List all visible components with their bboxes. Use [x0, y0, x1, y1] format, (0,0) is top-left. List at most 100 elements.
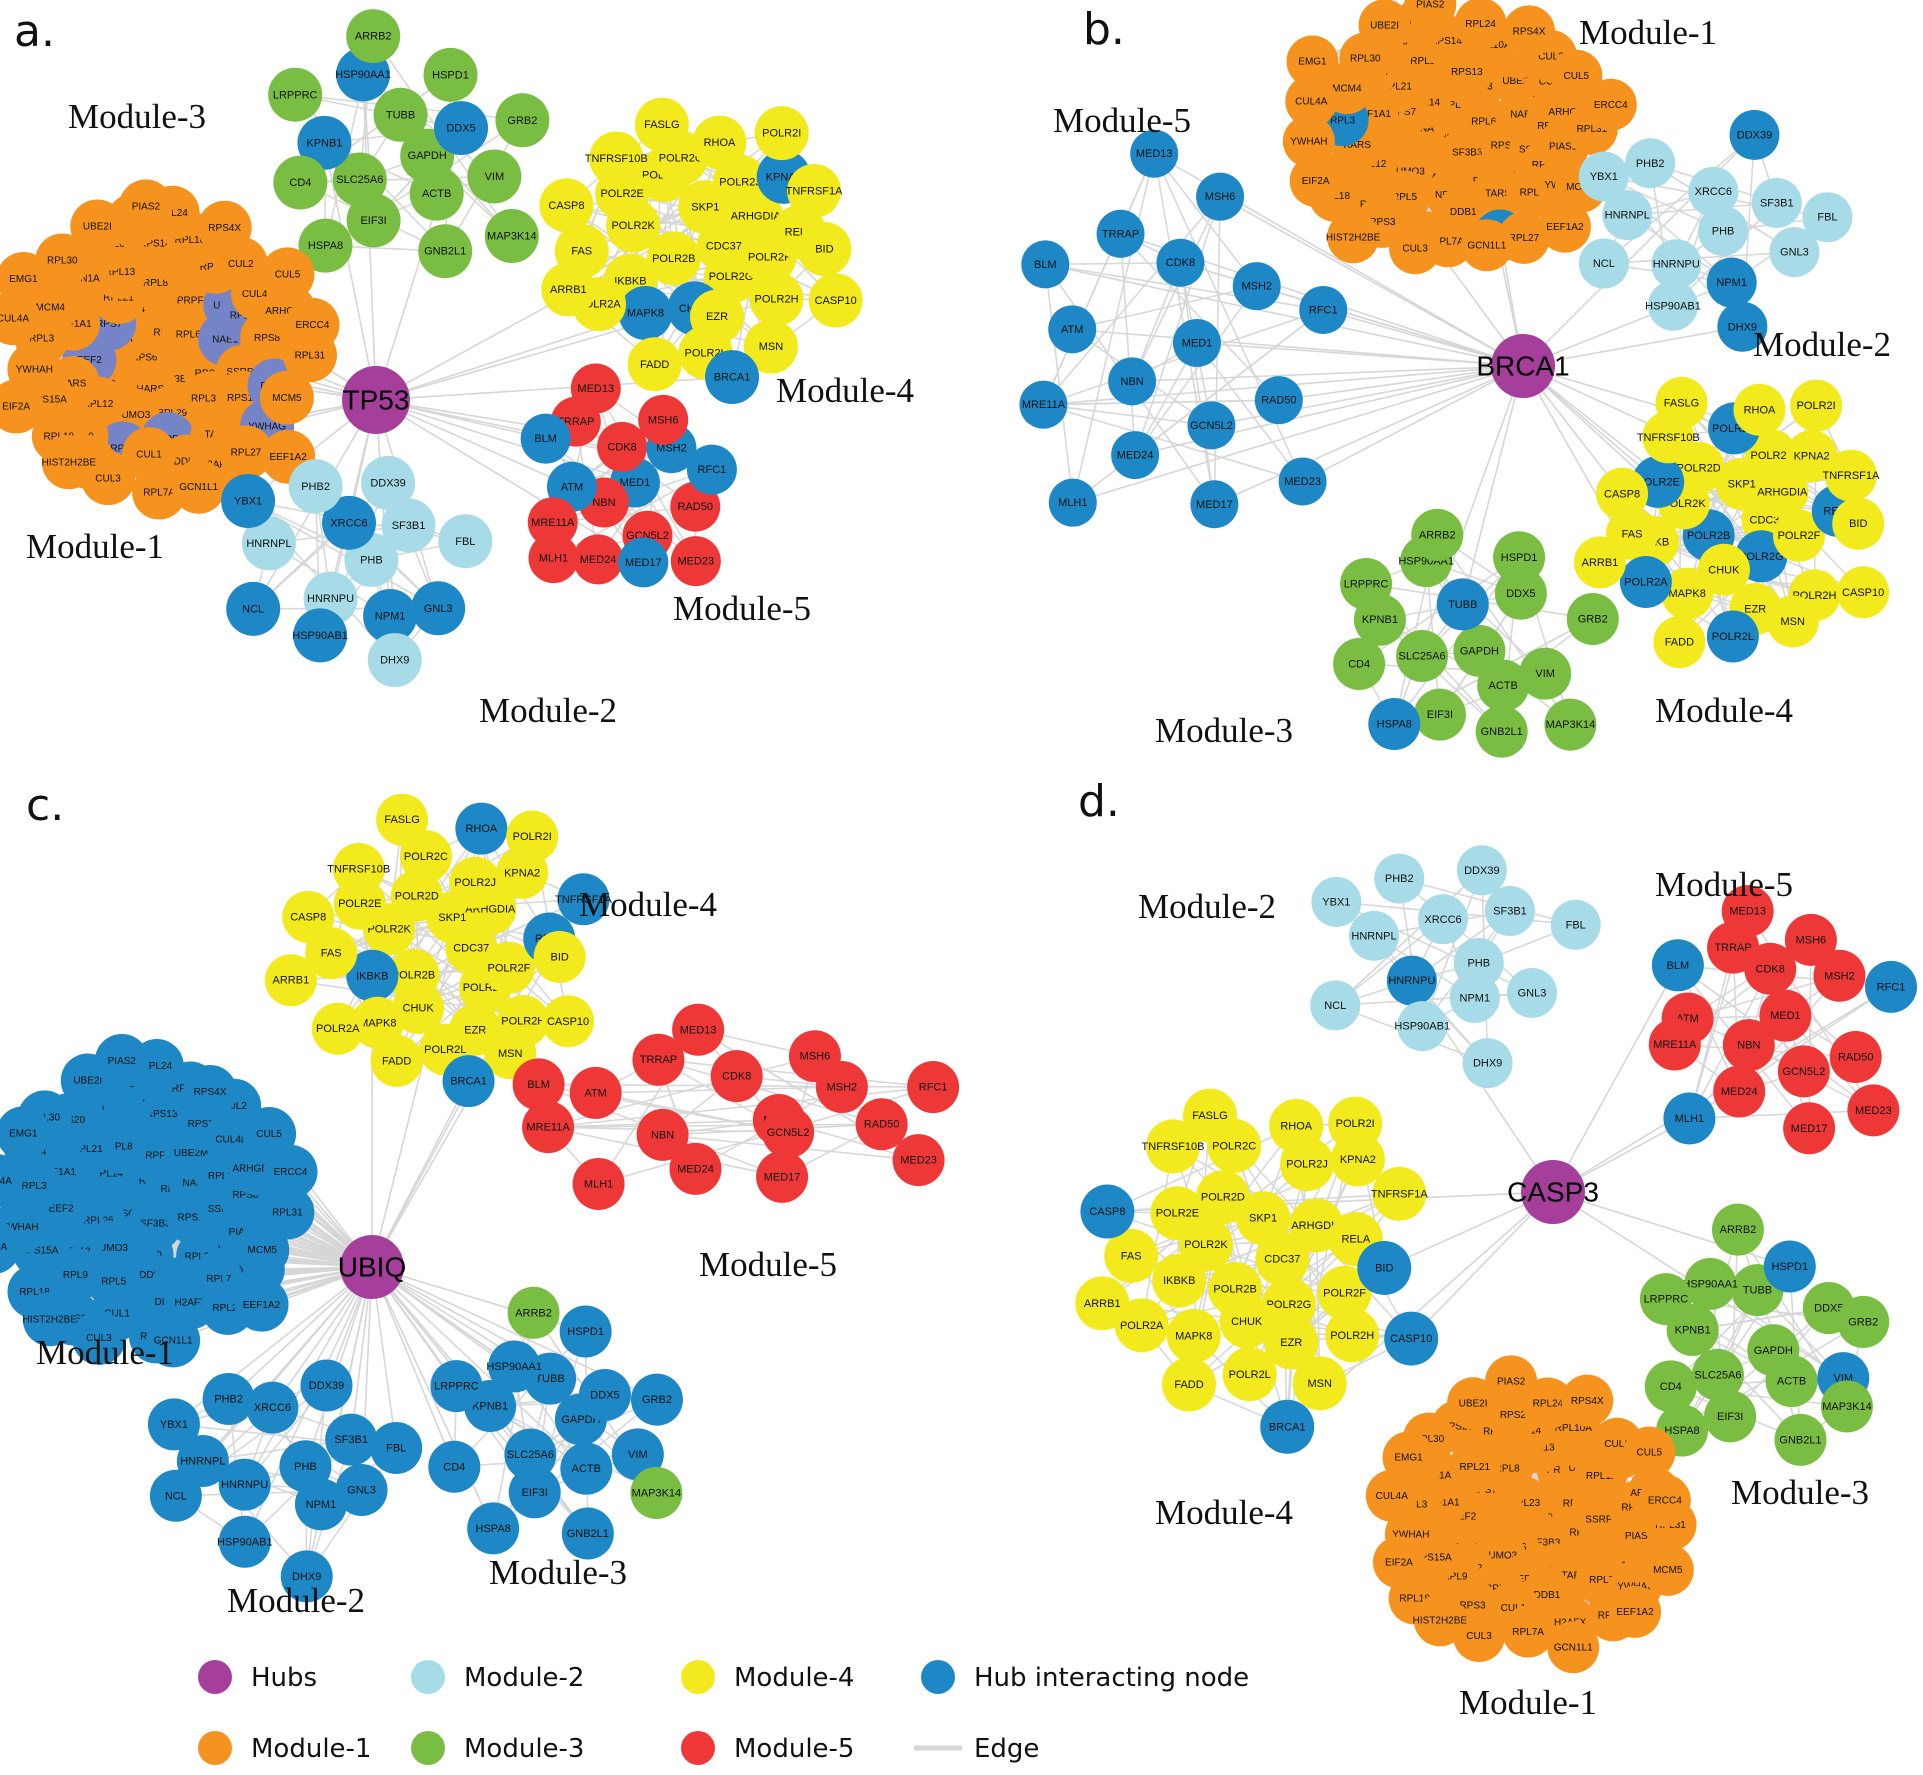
gene-label: MED24 — [580, 554, 617, 566]
gene-label: H2AFX — [174, 1298, 207, 1309]
gene-node — [322, 495, 377, 550]
gene-label: HIST2H2BE — [42, 457, 97, 468]
gene-node — [390, 869, 443, 922]
gene-node — [94, 1033, 149, 1088]
gene-node — [1519, 647, 1572, 700]
legend-label: Edge — [974, 1734, 1039, 1764]
gene-label: CD4 — [289, 177, 311, 189]
gene-node — [1648, 280, 1699, 331]
gene-label: RPS6 — [131, 353, 158, 364]
gene-label: RPL21 — [1381, 82, 1412, 93]
gene-label: RPL6 — [1471, 116, 1496, 127]
gene-node — [907, 1061, 960, 1114]
gene-node — [146, 1313, 201, 1368]
module-cluster-module-2: PHB HNRNPU XRCC6 NPM1 HNRNPL SF3B1 HSP90AB1 PHB… — [1578, 109, 1853, 352]
gene-node — [1774, 1413, 1827, 1466]
gene-label: ARRB2 — [1720, 1224, 1757, 1236]
gene-node — [634, 97, 689, 152]
gene-label: KPNB1 — [1362, 614, 1398, 626]
gene-node — [670, 536, 721, 587]
gene-label: TUBB — [1743, 1285, 1772, 1297]
gene-node — [1837, 566, 1890, 619]
gene-label: CD4 — [1348, 658, 1370, 670]
gene-node — [1357, 1240, 1412, 1295]
gene-label: POLR2L — [424, 1044, 466, 1056]
gene-label: HSPA8 — [308, 240, 343, 252]
gene-label: HSP90AA1 — [486, 1361, 542, 1373]
module-label: Module-3 — [489, 1553, 627, 1592]
legend-label: Module-1 — [251, 1734, 371, 1764]
module-cluster-module-5: MED1NBNCDK8GCN5L2ATMMSH2MED24TRRAPRAD50M… — [1648, 885, 1918, 1155]
gene-node — [1413, 688, 1466, 741]
gene-label: CUL5 — [256, 1129, 282, 1140]
gene-node — [363, 588, 418, 643]
gene-label: FADD — [1174, 1379, 1203, 1391]
gene-label: EMG1 — [9, 1129, 38, 1140]
gene-node — [1745, 429, 1798, 482]
gene-node — [1152, 1253, 1207, 1308]
gene-node — [0, 1154, 23, 1208]
gene-node — [218, 1515, 271, 1568]
gene-label: SLC25A6 — [507, 1449, 554, 1461]
gene-label: RPL11 — [208, 1171, 238, 1182]
gene-node — [1698, 205, 1749, 256]
gene-label: CUL2 — [228, 259, 254, 270]
gene-node — [1784, 913, 1837, 966]
gene-node — [710, 1050, 763, 1103]
gene-label: SF3B3 — [162, 374, 193, 385]
gene-label: RPL8 — [143, 278, 168, 289]
gene-label: MAP3K14 — [1822, 1401, 1872, 1413]
gene-label: NCL — [242, 603, 264, 615]
gene-label: RPL18 — [1399, 1594, 1430, 1605]
gene-node — [482, 941, 535, 994]
gene-node — [557, 873, 610, 926]
gene-node — [788, 1030, 841, 1083]
gene-node — [1783, 1102, 1836, 1155]
gene-node — [686, 444, 737, 495]
panel-letter-c: c. — [26, 780, 64, 831]
gene-label: HSP90AA1 — [1682, 1278, 1738, 1290]
gene-label: SF3B3 — [1452, 147, 1483, 158]
gene-node — [373, 87, 428, 142]
gene-label: FADD — [640, 359, 669, 371]
gene-label: RHOA — [465, 823, 497, 835]
gene-label: SUMO3 — [1482, 1550, 1518, 1561]
gene-node — [632, 1033, 685, 1086]
gene-label: TRRAP — [1102, 228, 1139, 240]
gene-label: RPL7 — [206, 1274, 231, 1285]
gene-node — [70, 199, 125, 254]
gene-label: RPL7A — [1432, 237, 1464, 248]
gene-label: TNFRSF10B — [1142, 1141, 1205, 1153]
gene-node — [149, 1469, 202, 1522]
gene-node — [1802, 192, 1853, 243]
gene-label: MRE11A — [1022, 399, 1066, 411]
gene-label: GNB2L1 — [1481, 726, 1523, 738]
gene-label: RPS4X — [194, 1087, 227, 1098]
gene-label: DDX5 — [1814, 1303, 1843, 1315]
gene-label: CUL3 — [1402, 243, 1428, 254]
gene-label: RPL21 — [1459, 1462, 1490, 1473]
gene-label: PHB — [360, 554, 383, 566]
gene-label: BLM — [1034, 259, 1057, 271]
gene-node — [1162, 1357, 1217, 1412]
gene-node — [1172, 318, 1221, 367]
legend-label: Module-5 — [734, 1734, 854, 1764]
gene-node — [1048, 305, 1097, 354]
gene-label: POLR2J — [719, 176, 761, 188]
gene-label: NAE1 — [212, 334, 239, 345]
gene-label: FBL — [1566, 919, 1586, 931]
gene-label: HSP90AB1 — [292, 630, 348, 642]
gene-label: HNRNPU — [1653, 259, 1700, 271]
gene-node — [0, 379, 44, 434]
gene-label: CUL5 — [1637, 1448, 1663, 1459]
gene-node — [346, 193, 401, 248]
gene-label: POLR2F — [748, 252, 791, 264]
module-label: Module-5 — [1053, 101, 1191, 140]
gene-node — [1777, 1045, 1830, 1098]
gene-label: YBX1 — [1590, 171, 1618, 183]
gene-node — [1454, 0, 1507, 50]
gene-node — [705, 350, 760, 405]
gene-label: HIST2H2BE — [23, 1314, 78, 1325]
gene-label: POLR2G — [709, 271, 754, 283]
module-cluster-module-1: UbiqRPS6RPL23SF3B3PCNARPL6HARSRPL14RPS16… — [0, 1033, 318, 1368]
